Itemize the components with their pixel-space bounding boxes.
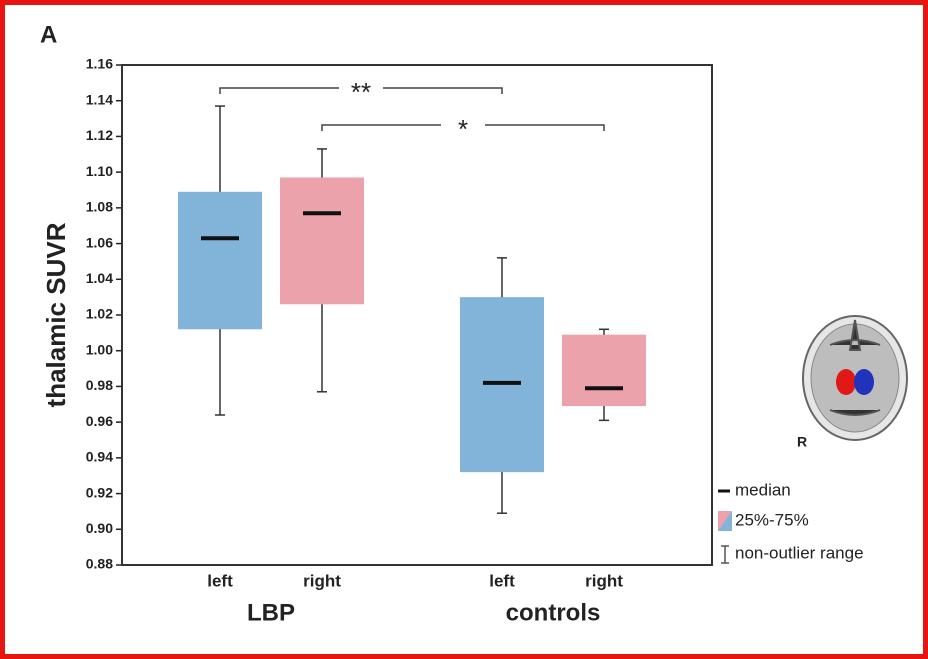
y-axis-label: thalamic SUVR: [41, 222, 71, 407]
y-tick-label: 1.12: [86, 127, 113, 143]
y-tick-label: 1.14: [86, 91, 113, 107]
y-tick-label: 0.96: [86, 413, 113, 429]
y-tick-label: 1.00: [86, 341, 113, 357]
y-tick-label: 0.94: [86, 449, 113, 465]
legend-label: median: [735, 480, 791, 499]
significance-label: *: [458, 114, 468, 144]
y-tick-label: 1.02: [86, 306, 113, 322]
x-tick-label: left: [207, 571, 233, 590]
y-tick-label: 0.90: [86, 520, 113, 536]
legend-range-icon: [721, 545, 729, 564]
group-label: LBP: [247, 599, 295, 626]
legend-label: 25%-75%: [735, 510, 809, 529]
bracket-gap: [339, 80, 383, 96]
brain-image: [802, 315, 908, 441]
legend-box-icon: [718, 511, 732, 531]
plot-frame: [121, 64, 713, 566]
image-label: R: [797, 434, 807, 450]
y-tick-label: 1.06: [86, 234, 113, 250]
x-tick-label: right: [585, 571, 623, 590]
y-tick-label: 0.92: [86, 484, 113, 500]
y-tick-label: 1.04: [86, 270, 113, 286]
panel-label: A: [40, 21, 57, 48]
y-tick-label: 1.08: [86, 199, 113, 215]
x-tick-label: right: [303, 571, 341, 590]
group-label: controls: [506, 599, 601, 626]
significance-label: **: [351, 77, 371, 107]
box: [562, 334, 646, 407]
box: [280, 177, 364, 305]
y-tick-label: 1.16: [86, 56, 113, 72]
box: [178, 191, 262, 330]
x-tick-label: left: [489, 571, 515, 590]
y-tick-label: 0.88: [86, 556, 113, 572]
y-tick-label: 0.98: [86, 377, 113, 393]
y-tick-label: 1.10: [86, 163, 113, 179]
legend-label: non-outlier range: [735, 543, 864, 562]
bracket-gap: [441, 117, 485, 133]
